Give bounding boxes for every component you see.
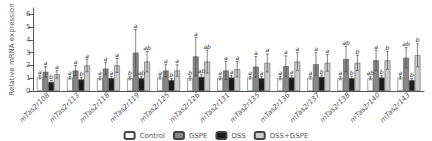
svg-text:a: a	[194, 30, 198, 37]
svg-text:mTas2r125: mTas2r125	[138, 91, 172, 125]
svg-text:a: a	[308, 69, 312, 76]
svg-text:mTas2r119: mTas2r119	[108, 91, 142, 125]
svg-text:b: b	[170, 71, 174, 78]
svg-text:a: a	[158, 69, 162, 76]
svg-text:a: a	[104, 55, 108, 62]
svg-text:b: b	[410, 71, 414, 78]
svg-text:GSPE: GSPE	[189, 132, 208, 140]
svg-text:DSS: DSS	[231, 132, 246, 140]
svg-text:a: a	[175, 57, 179, 64]
svg-text:a: a	[295, 45, 299, 52]
svg-text:2: 2	[26, 61, 30, 69]
svg-text:a: a	[326, 47, 330, 54]
svg-text:6: 6	[26, 10, 31, 18]
svg-text:a: a	[55, 63, 59, 70]
svg-text:ab: ab	[203, 43, 211, 50]
svg-text:Control: Control	[140, 132, 165, 140]
svg-text:b: b	[188, 69, 192, 76]
svg-text:b: b	[386, 44, 390, 51]
svg-text:a: a	[218, 69, 222, 76]
svg-text:a: a	[98, 69, 102, 76]
svg-text:ab: ab	[138, 69, 146, 76]
svg-text:a: a	[278, 69, 282, 76]
svg-text:1: 1	[26, 74, 30, 82]
svg-text:mTas2r137: mTas2r137	[288, 91, 322, 125]
svg-text:a: a	[248, 69, 252, 76]
svg-text:mTas2r136: mTas2r136	[258, 91, 292, 125]
svg-text:a: a	[260, 69, 264, 76]
svg-text:mTas2r113: mTas2r113	[48, 91, 81, 124]
svg-text:b: b	[356, 48, 360, 55]
svg-text:b: b	[380, 68, 384, 75]
svg-text:b: b	[128, 69, 132, 76]
svg-text:a: a	[235, 54, 239, 61]
svg-text:a: a	[38, 68, 42, 75]
svg-text:a: a	[224, 54, 228, 61]
svg-text:mTas2r126: mTas2r126	[168, 91, 202, 125]
svg-text:DSS+GSPE: DSS+GSPE	[270, 132, 309, 140]
svg-text:ab: ab	[342, 39, 350, 46]
svg-text:mTas2r108: mTas2r108	[18, 91, 52, 125]
svg-text:a: a	[109, 69, 113, 76]
svg-text:b: b	[79, 70, 83, 77]
svg-text:a: a	[265, 46, 269, 53]
svg-text:ab: ab	[198, 67, 206, 74]
svg-text:a: a	[164, 57, 168, 64]
svg-text:a: a	[68, 69, 72, 76]
svg-text:0: 0	[26, 87, 30, 95]
svg-text:Relative mRNA expression: Relative mRNA expression	[8, 3, 16, 95]
svg-text:ab: ab	[143, 44, 151, 51]
svg-text:b: b	[350, 69, 354, 76]
svg-text:a: a	[338, 69, 342, 76]
svg-text:mTas2r143: mTas2r143	[379, 91, 412, 124]
svg-text:4: 4	[26, 36, 31, 44]
svg-text:mTas2r118: mTas2r118	[78, 91, 112, 125]
svg-text:a: a	[314, 45, 318, 52]
svg-text:a: a	[374, 43, 378, 50]
svg-text:mTas2r135: mTas2r135	[228, 91, 262, 125]
svg-text:ab: ab	[402, 40, 410, 47]
svg-text:mTas2r131: mTas2r131	[198, 91, 231, 124]
svg-text:a: a	[284, 48, 288, 55]
svg-text:mTas2r140: mTas2r140	[349, 91, 383, 125]
svg-text:a: a	[399, 69, 403, 76]
svg-text:a: a	[74, 58, 78, 65]
svg-text:a: a	[85, 52, 89, 59]
svg-text:ab: ab	[367, 69, 375, 76]
svg-text:3: 3	[26, 49, 30, 57]
svg-text:mTas2r138: mTas2r138	[319, 91, 353, 125]
svg-text:b: b	[416, 36, 420, 43]
svg-text:a: a	[254, 49, 258, 56]
svg-text:a: a	[44, 59, 48, 66]
svg-text:b: b	[49, 73, 53, 80]
svg-text:a: a	[134, 22, 138, 29]
svg-text:b: b	[320, 68, 324, 75]
svg-text:a: a	[115, 51, 119, 58]
svg-text:5: 5	[26, 23, 30, 31]
svg-text:a: a	[290, 68, 294, 75]
svg-text:a: a	[230, 68, 234, 75]
